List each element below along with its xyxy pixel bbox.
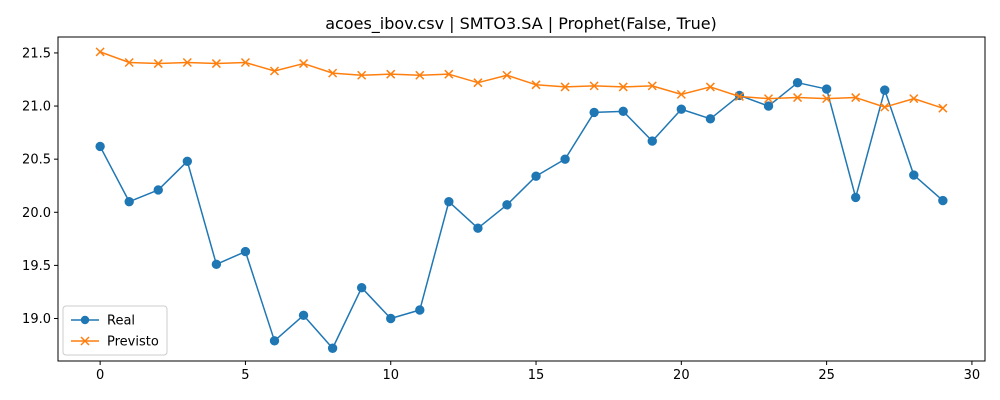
y-axis: 19.0 19.5 20.0 20.5 21.0 21.5 [22,46,58,327]
data-point-previsto [153,59,163,69]
data-point-previsto [647,81,657,91]
y-tick-label: 20.5 [22,153,51,168]
data-point-real [821,84,832,94]
data-point-previsto [299,59,309,69]
data-point-real [676,104,687,114]
data-point-real [909,170,919,180]
data-point-real [95,141,105,152]
x-tick-label: 5 [241,368,249,383]
data-point-previsto [473,78,483,88]
x-axis: 0 5 10 15 20 25 30 [96,361,980,383]
data-point-previsto [938,103,948,113]
data-point-previsto [124,57,134,68]
data-point-previsto [357,70,367,80]
data-point-previsto [822,94,832,104]
data-point-previsto [240,57,250,68]
data-point-real [124,196,134,207]
plot-area [57,36,986,362]
data-point-previsto [793,93,803,103]
legend-marker-real [80,315,90,325]
series-line-previsto [99,51,944,109]
data-point-real [763,101,774,111]
legend-box [62,305,168,356]
data-point-previsto [531,80,541,90]
data-point-previsto [182,57,192,68]
data-point-real [298,310,309,321]
data-point-real [705,114,716,124]
data-point-real [444,196,454,207]
data-point-previsto [851,93,861,103]
legend: Real Previsto [62,305,168,356]
y-tick-label: 20.0 [22,206,51,221]
data-point-previsto [880,102,890,112]
y-tick-label: 19.0 [22,312,51,327]
data-point-previsto [386,69,396,79]
data-point-previsto [734,91,744,102]
data-point-real [502,200,512,210]
data-point-previsto [763,94,774,104]
data-point-real [792,77,803,88]
x-tick-label: 15 [528,368,545,383]
y-tick-label: 19.5 [22,259,51,274]
data-point-real [153,185,163,195]
chart-title: acoes_ibov.csv | SMTO3.SA | Prophet(Fals… [325,14,717,34]
x-tick-label: 10 [382,368,399,383]
data-point-real [240,246,251,257]
plot-frame [57,36,986,362]
data-point-real [182,156,193,166]
data-point-previsto [269,66,280,76]
data-point-real [589,107,599,118]
data-point-real [880,85,890,95]
data-point-previsto [676,89,686,99]
x-tick-label: 0 [96,368,104,383]
data-point-real [327,343,338,353]
data-point-real [211,259,222,270]
data-point-previsto [328,68,338,78]
legend-label-real: Real [107,314,135,329]
data-point-previsto [211,59,221,69]
series-line-real [99,81,944,350]
data-point-previsto [560,82,570,92]
data-point-previsto [415,70,425,80]
data-point-previsto [95,47,105,57]
data-point-real [531,171,541,181]
legend-label-previsto: Previsto [107,335,159,350]
data-point-previsto [589,81,599,91]
data-point-previsto [502,70,512,80]
data-point-real [356,283,367,293]
data-point-previsto [618,82,628,92]
x-tick-label: 20 [673,368,690,383]
x-tick-label: 30 [964,368,981,383]
y-tick-label: 21.0 [22,100,51,115]
data-point-real [560,154,570,164]
data-point-previsto [705,82,715,92]
x-tick-label: 25 [818,368,835,383]
data-point-real [473,223,483,233]
data-point-real [850,192,861,203]
y-tick-label: 21.5 [22,46,51,61]
data-point-real [415,305,425,315]
data-point-real [269,336,280,346]
legend-marker-previsto [80,336,90,346]
data-point-previsto [909,94,919,104]
data-point-previsto [444,69,454,79]
data-point-real [938,195,948,206]
data-point-real [647,136,657,146]
data-point-real [386,313,396,324]
data-point-real [618,106,628,117]
